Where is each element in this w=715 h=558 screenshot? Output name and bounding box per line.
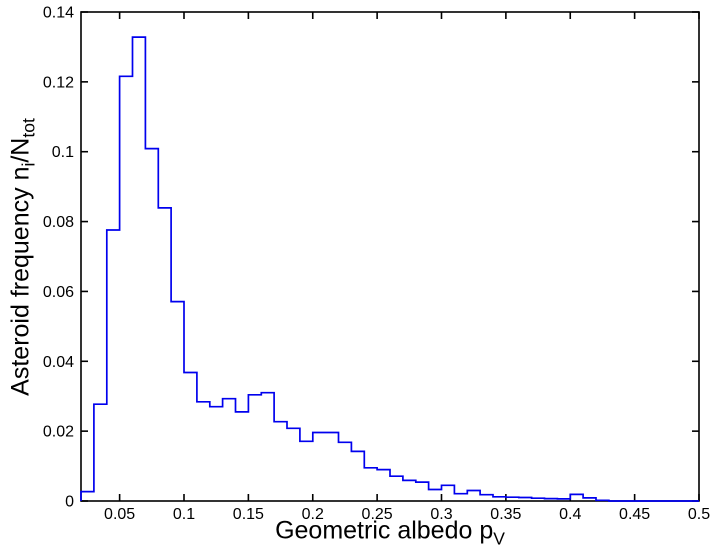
y-axis-label-sub-tot: tot (18, 118, 39, 138)
y-tick-label: 0.08 (43, 214, 74, 231)
x-tick-label: 0.5 (688, 506, 710, 523)
x-tick-label: 0.45 (619, 506, 650, 523)
x-tick-label: 0.15 (233, 506, 264, 523)
x-tick-label: 0.25 (362, 506, 393, 523)
stairs-line (80, 36, 699, 502)
x-tick-label: 0.35 (490, 506, 521, 523)
x-tick-label: 0.2 (302, 506, 324, 523)
plot-box (80, 11, 700, 502)
y-tick-label: 0.1 (52, 144, 74, 161)
y-tick-label: 0.02 (43, 424, 74, 441)
y-tick-label: 0.12 (43, 74, 74, 91)
y-tick-label: 0.04 (43, 354, 74, 371)
y-tick-label: 0.06 (43, 284, 74, 301)
y-tick-label: 0 (65, 494, 74, 511)
x-axis-label-main: Geometric albedo p (275, 516, 494, 545)
y-axis-label: Asteroid frequency ni/Ntot (6, 118, 39, 396)
y-axis-label-divider: /N (6, 137, 35, 163)
x-tick-label: 0.05 (104, 506, 135, 523)
y-axis-label-main: Asteroid frequency n (6, 166, 35, 396)
y-tick-label: 0.14 (43, 5, 74, 22)
x-tick-label: 0.3 (430, 506, 452, 523)
x-tick-label: 0.1 (173, 506, 195, 523)
y-axis-label-sub-i: i (18, 162, 39, 167)
x-axis-label-sub-v: V (493, 528, 505, 549)
x-tick-label: 0.4 (559, 506, 581, 523)
x-axis-label: Geometric albedo pV (275, 517, 505, 548)
